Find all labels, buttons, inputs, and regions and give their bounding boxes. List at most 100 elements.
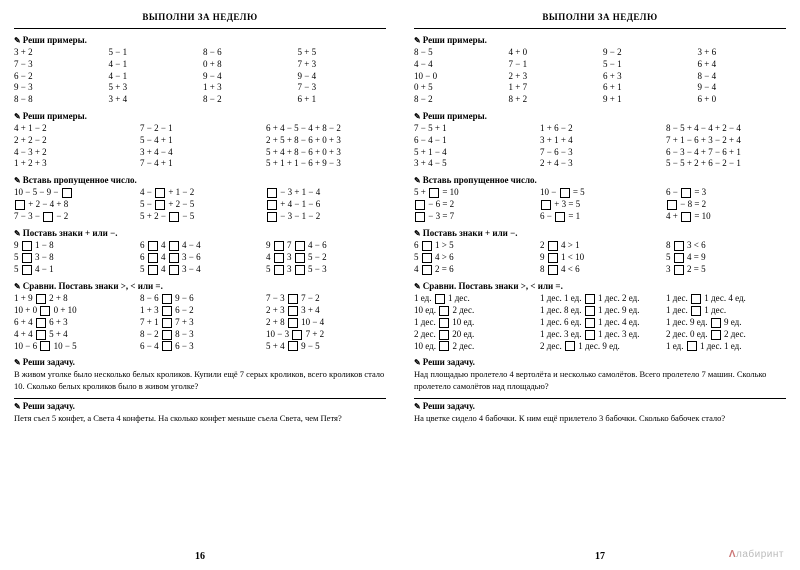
math-expression: − 8 = 2 — [666, 199, 786, 210]
math-expression: 6 + 4 − 5 − 4 + 8 − 2 — [266, 123, 386, 134]
word-problem: Петя съел 5 конфет, а Света 4 конфеты. Н… — [14, 413, 386, 424]
section-6: Реши задачу. Над площадью пролетело 4 ве… — [414, 357, 786, 391]
math-expression: 6 − 3 − 4 + 7 − 6 + 1 — [666, 147, 786, 158]
math-expression: 1 дес. 1 дес. — [666, 305, 786, 316]
math-expression: 0 + 8 — [203, 59, 292, 70]
math-expression: 6 4 4 − 4 — [140, 240, 260, 251]
math-expression: 5 3 5 − 3 — [266, 264, 386, 275]
math-expression: 3 2 = 5 — [666, 264, 786, 275]
grid: 10 − 5 − 9 − 4 − + 1 − 2 − 3 + 1 − 4 + 2… — [14, 187, 386, 222]
math-expression: 6 − = 3 — [666, 187, 786, 198]
math-expression: 9 − 4 — [698, 82, 787, 93]
section-5: Сравни. Поставь знаки >, < или =. 1 ед. … — [414, 281, 786, 352]
math-expression: 7 − 3 — [298, 82, 387, 93]
math-expression: 8 + 2 — [509, 94, 598, 105]
math-expression: 5 4 3 − 4 — [140, 264, 260, 275]
math-expression: 10 − 5 − 9 − — [14, 187, 134, 198]
math-expression: 5 + = 10 — [414, 187, 534, 198]
math-expression: 7 − 3 7 − 2 — [266, 293, 386, 304]
section-heading: Реши примеры. — [14, 35, 386, 45]
math-expression: 7 − 6 − 3 — [540, 147, 660, 158]
grid: 8 − 54 + 09 − 23 + 64 − 47 − 15 − 16 + 4… — [414, 47, 786, 105]
math-expression: 8 − 5 + 4 − 4 + 2 − 4 — [666, 123, 786, 134]
math-expression: 4 − 1 — [109, 59, 198, 70]
math-expression: 4 3 5 − 2 — [266, 252, 386, 263]
section-heading: Вставь пропущенное число. — [14, 175, 386, 185]
math-expression: 8 − 2 — [203, 94, 292, 105]
math-expression: − 3 = 7 — [414, 211, 534, 222]
math-expression: 1 дес. 10 ед. — [414, 317, 534, 328]
math-expression: 8 − 5 — [414, 47, 503, 58]
math-expression: 5 + 4 9 − 5 — [266, 341, 386, 352]
math-expression: 3 + 1 + 4 — [540, 135, 660, 146]
math-expression: 5 + 4 + 8 − 6 + 0 + 3 — [266, 147, 386, 158]
section-7: Реши задачу. Петя съел 5 конфет, а Света… — [14, 401, 386, 424]
section-1: Реши примеры. 3 + 25 − 18 − 65 + 57 − 34… — [14, 35, 386, 105]
math-expression: 2 + 8 10 − 4 — [266, 317, 386, 328]
math-expression: 2 + 5 + 8 − 6 + 0 + 3 — [266, 135, 386, 146]
math-expression: 7 − 3 — [14, 59, 103, 70]
math-expression: 7 − 4 + 1 — [140, 158, 260, 169]
math-expression: 9 + 1 — [603, 94, 692, 105]
math-expression: 8 − 8 — [14, 94, 103, 105]
math-expression: 4 + 0 — [509, 47, 598, 58]
math-expression: 5 + 1 − 4 — [414, 147, 534, 158]
math-expression: 1 дес. 1 ед. 1 дес. 2 ед. — [540, 293, 660, 304]
math-expression: 5 + 5 — [298, 47, 387, 58]
math-expression: 8 4 < 6 — [540, 264, 660, 275]
grid: 5 + = 1010 − = 56 − = 3 − 6 = 2 + 3 = 5 … — [414, 187, 786, 222]
math-expression: 7 + 1 − 6 + 3 − 2 + 4 — [666, 135, 786, 146]
math-expression: − 6 = 2 — [414, 199, 534, 210]
divider — [14, 28, 386, 29]
math-expression: 1 + 3 6 − 2 — [140, 305, 260, 316]
math-expression: 3 + 4 − 5 — [414, 158, 534, 169]
math-expression: 9 − 4 — [298, 71, 387, 82]
section-heading: Реши задачу. — [414, 357, 786, 367]
math-expression: 1 дес. 8 ед. 1 дес. 9 ед. — [540, 305, 660, 316]
math-expression: 1 + 3 — [203, 82, 292, 93]
math-expression: 2 дес. 1 дес. 9 ед. — [540, 341, 660, 352]
math-expression: 9 1 − 8 — [14, 240, 134, 251]
section-heading: Реши примеры. — [14, 111, 386, 121]
math-expression: 6 − 4 − 1 — [414, 135, 534, 146]
math-expression: 5 + 3 — [109, 82, 198, 93]
math-expression: 2 + 2 − 2 — [14, 135, 134, 146]
math-expression: 4 − 4 — [414, 59, 503, 70]
math-expression: 2 + 3 — [509, 71, 598, 82]
math-expression: 6 + 1 — [603, 82, 692, 93]
math-expression: 8 − 6 — [203, 47, 292, 58]
math-expression: 9 1 < 10 — [540, 252, 660, 263]
math-expression: 8 − 2 8 − 3 — [140, 329, 260, 340]
math-expression: 9 − 4 — [203, 71, 292, 82]
grid: 9 1 − 86 4 4 − 49 7 4 − 65 3 − 86 4 3 − … — [14, 240, 386, 275]
math-expression: 9 7 4 − 6 — [266, 240, 386, 251]
math-expression: 5 + 1 + 1 − 6 + 9 − 3 — [266, 158, 386, 169]
math-expression: 6 + 0 — [698, 94, 787, 105]
math-expression: 1 дес. 3 ед. 1 дес. 3 ед. — [540, 329, 660, 340]
math-expression: 7 − 3 − − 2 — [14, 211, 134, 222]
math-expression: 6 + 4 6 + 3 — [14, 317, 134, 328]
math-expression: 6 4 3 − 6 — [140, 252, 260, 263]
left-page: ВЫПОЛНИ ЗА НЕДЕЛЮ Реши примеры. 3 + 25 −… — [10, 6, 390, 564]
math-expression: 9 − 3 — [14, 82, 103, 93]
math-expression: 7 − 5 + 1 — [414, 123, 534, 134]
section-1: Реши примеры. 8 − 54 + 09 − 23 + 64 − 47… — [414, 35, 786, 105]
math-expression: 5 − 1 — [109, 47, 198, 58]
math-expression: 10 + 0 0 + 10 — [14, 305, 134, 316]
math-expression: 8 − 6 9 − 6 — [140, 293, 260, 304]
section-3: Вставь пропущенное число. 10 − 5 − 9 − 4… — [14, 175, 386, 222]
math-expression: 6 1 > 5 — [414, 240, 534, 251]
divider — [414, 28, 786, 29]
math-expression: 9 − 2 — [603, 47, 692, 58]
math-expression: 5 4 > 6 — [414, 252, 534, 263]
math-expression: 7 − 1 — [509, 59, 598, 70]
math-expression: 4 − 1 — [109, 71, 198, 82]
math-expression: − 3 + 1 − 4 — [266, 187, 386, 198]
section-4: Поставь знаки + или −. 6 1 > 52 4 > 18 3… — [414, 228, 786, 275]
page-title: ВЫПОЛНИ ЗА НЕДЕЛЮ — [14, 12, 386, 22]
page-title: ВЫПОЛНИ ЗА НЕДЕЛЮ — [414, 12, 786, 22]
section-2: Реши примеры. 7 − 5 + 11 + 6 − 28 − 5 + … — [414, 111, 786, 169]
right-page: ВЫПОЛНИ ЗА НЕДЕЛЮ Реши примеры. 8 − 54 +… — [410, 6, 790, 564]
math-expression: 5 + 2 − − 5 — [140, 211, 260, 222]
math-expression: 1 ед. 1 дес. — [414, 293, 534, 304]
